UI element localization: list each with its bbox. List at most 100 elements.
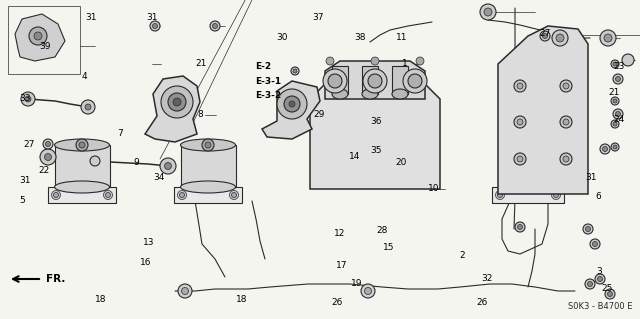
Circle shape: [514, 80, 526, 92]
Circle shape: [277, 89, 307, 119]
Text: 21: 21: [195, 59, 207, 68]
Ellipse shape: [54, 139, 109, 151]
Circle shape: [613, 145, 617, 149]
Text: S0K3 - B4700 E: S0K3 - B4700 E: [568, 302, 632, 311]
Text: 20: 20: [396, 158, 407, 167]
Circle shape: [284, 96, 300, 112]
Circle shape: [205, 142, 211, 148]
Text: 27: 27: [24, 140, 35, 149]
Circle shape: [613, 109, 623, 119]
Circle shape: [85, 104, 91, 110]
Circle shape: [611, 97, 619, 105]
Circle shape: [525, 138, 531, 144]
Circle shape: [81, 100, 95, 114]
Polygon shape: [262, 81, 320, 139]
Text: 22: 22: [38, 166, 50, 175]
Ellipse shape: [392, 89, 408, 99]
Circle shape: [202, 139, 214, 151]
Text: E-3-1: E-3-1: [255, 77, 281, 86]
Ellipse shape: [499, 135, 557, 147]
Circle shape: [552, 190, 561, 199]
Text: 7: 7: [117, 130, 123, 138]
Text: FR.: FR.: [46, 274, 65, 284]
Bar: [392, 66, 408, 94]
Circle shape: [560, 80, 572, 92]
Circle shape: [583, 224, 593, 234]
Ellipse shape: [362, 89, 378, 99]
Circle shape: [622, 54, 634, 66]
Circle shape: [34, 32, 42, 40]
Circle shape: [522, 135, 534, 147]
Text: 16: 16: [140, 258, 151, 267]
Circle shape: [563, 83, 569, 89]
Circle shape: [560, 153, 572, 165]
Circle shape: [586, 226, 591, 232]
Text: 6: 6: [595, 192, 601, 201]
Text: 14: 14: [349, 152, 360, 161]
Text: 26: 26: [332, 298, 343, 307]
Text: 3: 3: [596, 267, 602, 276]
Circle shape: [90, 156, 100, 166]
Circle shape: [179, 192, 184, 197]
Circle shape: [160, 158, 176, 174]
Circle shape: [177, 190, 186, 199]
Circle shape: [416, 57, 424, 65]
Circle shape: [607, 292, 612, 296]
Circle shape: [230, 190, 239, 199]
Text: 15: 15: [383, 243, 394, 252]
Text: 31: 31: [85, 13, 97, 22]
Circle shape: [613, 62, 617, 66]
Circle shape: [323, 69, 347, 93]
Circle shape: [168, 93, 186, 111]
Circle shape: [29, 27, 47, 45]
Circle shape: [164, 162, 172, 169]
Text: 1: 1: [402, 59, 408, 68]
Circle shape: [403, 69, 427, 93]
Circle shape: [173, 98, 181, 106]
Circle shape: [611, 60, 619, 68]
Circle shape: [182, 287, 189, 294]
Circle shape: [40, 149, 56, 165]
Circle shape: [514, 153, 526, 165]
Polygon shape: [310, 79, 440, 189]
Circle shape: [588, 281, 593, 286]
Polygon shape: [15, 14, 65, 61]
Text: 26: 26: [477, 298, 488, 307]
Circle shape: [593, 241, 598, 247]
Text: 18: 18: [95, 295, 106, 304]
Circle shape: [611, 120, 619, 128]
Polygon shape: [48, 187, 116, 203]
Circle shape: [517, 156, 523, 162]
Ellipse shape: [332, 89, 348, 99]
Bar: [332, 66, 348, 94]
Text: 2: 2: [460, 251, 465, 260]
Bar: [8, 6, 80, 74]
Circle shape: [590, 239, 600, 249]
Text: 24: 24: [613, 115, 625, 124]
Bar: [362, 66, 378, 94]
Circle shape: [210, 21, 220, 31]
Circle shape: [293, 69, 297, 73]
Circle shape: [613, 74, 623, 84]
Polygon shape: [498, 26, 588, 194]
Circle shape: [368, 74, 382, 88]
Circle shape: [595, 274, 605, 284]
Circle shape: [600, 144, 610, 154]
Polygon shape: [492, 187, 564, 203]
Circle shape: [560, 116, 572, 128]
Circle shape: [514, 116, 526, 128]
Circle shape: [54, 192, 58, 197]
Text: 33: 33: [19, 94, 31, 103]
Circle shape: [408, 74, 422, 88]
Polygon shape: [180, 145, 236, 187]
Ellipse shape: [499, 181, 557, 193]
Polygon shape: [54, 145, 109, 187]
Text: E-3-2: E-3-2: [255, 91, 281, 100]
Circle shape: [104, 190, 113, 199]
Circle shape: [45, 142, 51, 146]
Circle shape: [602, 146, 607, 152]
Circle shape: [178, 284, 192, 298]
Circle shape: [480, 4, 496, 20]
Circle shape: [497, 192, 502, 197]
Circle shape: [563, 119, 569, 125]
